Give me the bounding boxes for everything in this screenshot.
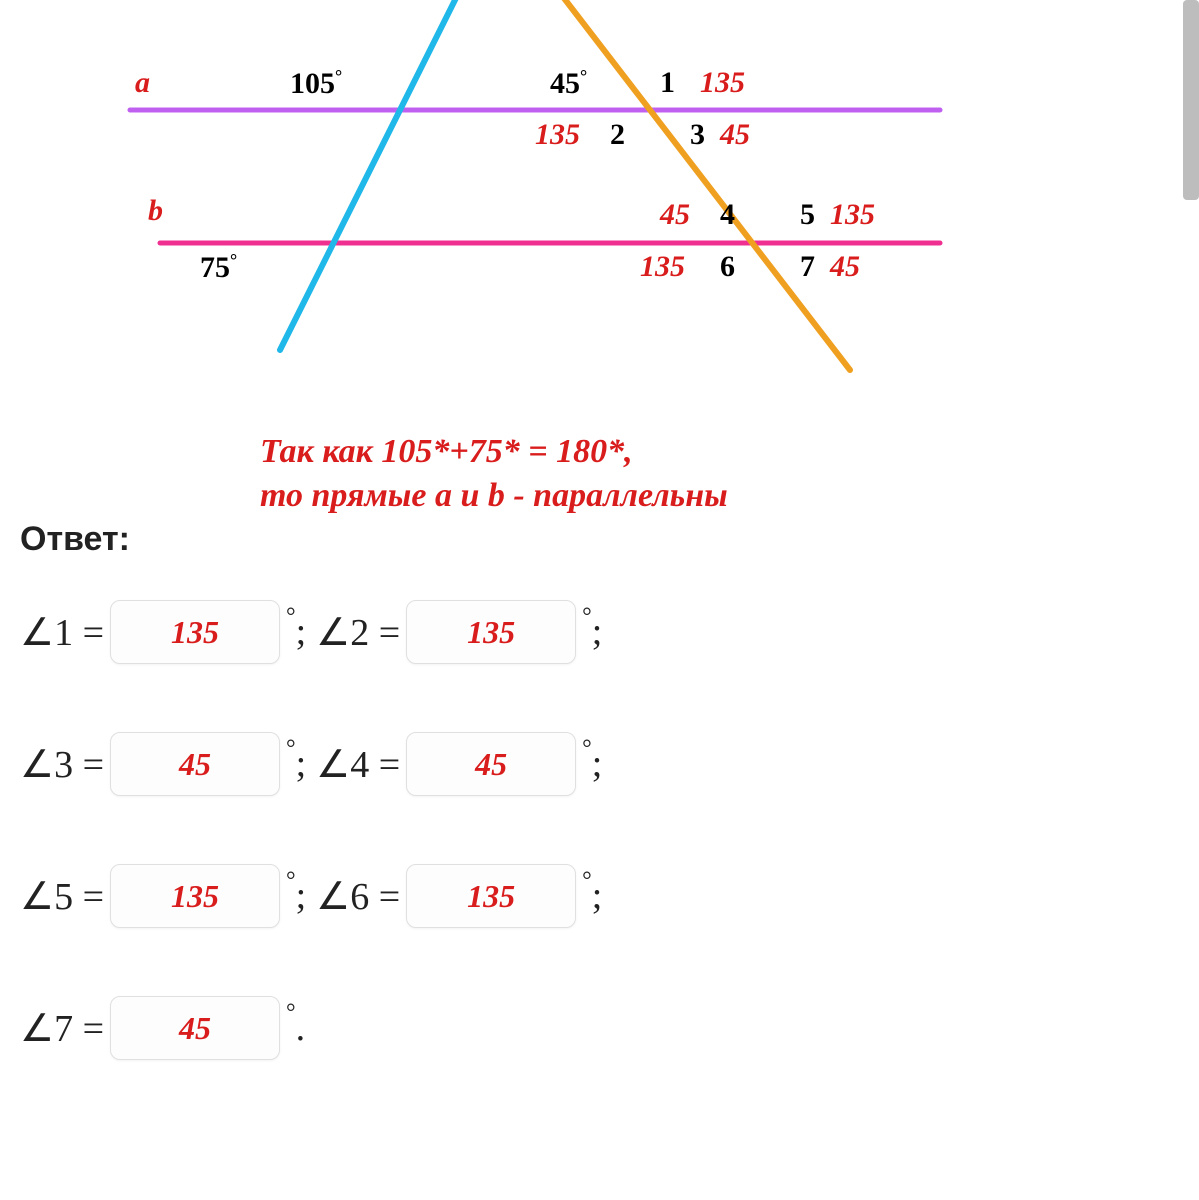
explanation-line-2: то прямые a и b - параллельны bbox=[260, 474, 728, 518]
deg-semi: °; bbox=[286, 874, 306, 918]
answer-input-7[interactable]: 45 bbox=[110, 996, 280, 1060]
angle-num-3: 3 bbox=[690, 118, 705, 152]
answers-block: ∠1 = 135 °; ∠2 = 135 °; ∠3 = 45 °; ∠4 = … bbox=[20, 600, 920, 1128]
angle-label-1: ∠1 = bbox=[20, 610, 104, 655]
answer-row-7: ∠7 = 45 °. bbox=[20, 996, 920, 1060]
deg-period: °. bbox=[286, 1006, 305, 1050]
deg-semi: °; bbox=[582, 874, 602, 918]
angle-label-5: ∠5 = bbox=[20, 874, 104, 919]
val-5: 135 bbox=[830, 198, 875, 232]
answer-row-5-6: ∠5 = 135 °; ∠6 = 135 °; bbox=[20, 864, 920, 928]
val-4: 45 bbox=[660, 198, 690, 232]
answer-row-1-2: ∠1 = 135 °; ∠2 = 135 °; bbox=[20, 600, 920, 664]
deg-semi: °; bbox=[286, 742, 306, 786]
deg-semi: °; bbox=[582, 610, 602, 654]
angle-num-6: 6 bbox=[720, 250, 735, 284]
geometry-diagram: a b 105° 45° 75° 1 2 3 4 5 6 7 135 135 4… bbox=[0, 0, 1000, 400]
angle-105: 105° bbox=[290, 66, 342, 101]
val-2: 135 bbox=[535, 118, 580, 152]
line-cyan bbox=[280, 0, 465, 350]
deg-semi: °; bbox=[286, 610, 306, 654]
explanation-line-1: Так как 105*+75* = 180*, bbox=[260, 430, 728, 474]
angle-num-5: 5 bbox=[800, 198, 815, 232]
val-7: 45 bbox=[830, 250, 860, 284]
angle-45: 45° bbox=[550, 66, 587, 101]
answer-input-3[interactable]: 45 bbox=[110, 732, 280, 796]
val-1: 135 bbox=[700, 66, 745, 100]
deg-semi: °; bbox=[582, 742, 602, 786]
angle-label-7: ∠7 = bbox=[20, 1006, 104, 1051]
explanation-text: Так как 105*+75* = 180*, то прямые a и b… bbox=[260, 430, 728, 518]
answer-input-2[interactable]: 135 bbox=[406, 600, 576, 664]
angle-label-3: ∠3 = bbox=[20, 742, 104, 787]
label-b: b bbox=[148, 194, 163, 228]
angle-label-2: ∠2 = bbox=[316, 610, 400, 655]
angle-num-1: 1 bbox=[660, 66, 675, 100]
line-orange bbox=[550, 0, 850, 370]
answer-input-4[interactable]: 45 bbox=[406, 732, 576, 796]
answer-heading: Ответ: bbox=[20, 520, 130, 559]
label-a: a bbox=[135, 66, 150, 100]
angle-label-4: ∠4 = bbox=[316, 742, 400, 787]
answer-row-3-4: ∠3 = 45 °; ∠4 = 45 °; bbox=[20, 732, 920, 796]
angle-num-7: 7 bbox=[800, 250, 815, 284]
scrollbar[interactable] bbox=[1183, 0, 1199, 200]
angle-num-2: 2 bbox=[610, 118, 625, 152]
val-6: 135 bbox=[640, 250, 685, 284]
angle-num-4: 4 bbox=[720, 198, 735, 232]
answer-input-5[interactable]: 135 bbox=[110, 864, 280, 928]
answer-input-6[interactable]: 135 bbox=[406, 864, 576, 928]
angle-75: 75° bbox=[200, 250, 237, 285]
answer-input-1[interactable]: 135 bbox=[110, 600, 280, 664]
val-3: 45 bbox=[720, 118, 750, 152]
angle-label-6: ∠6 = bbox=[316, 874, 400, 919]
